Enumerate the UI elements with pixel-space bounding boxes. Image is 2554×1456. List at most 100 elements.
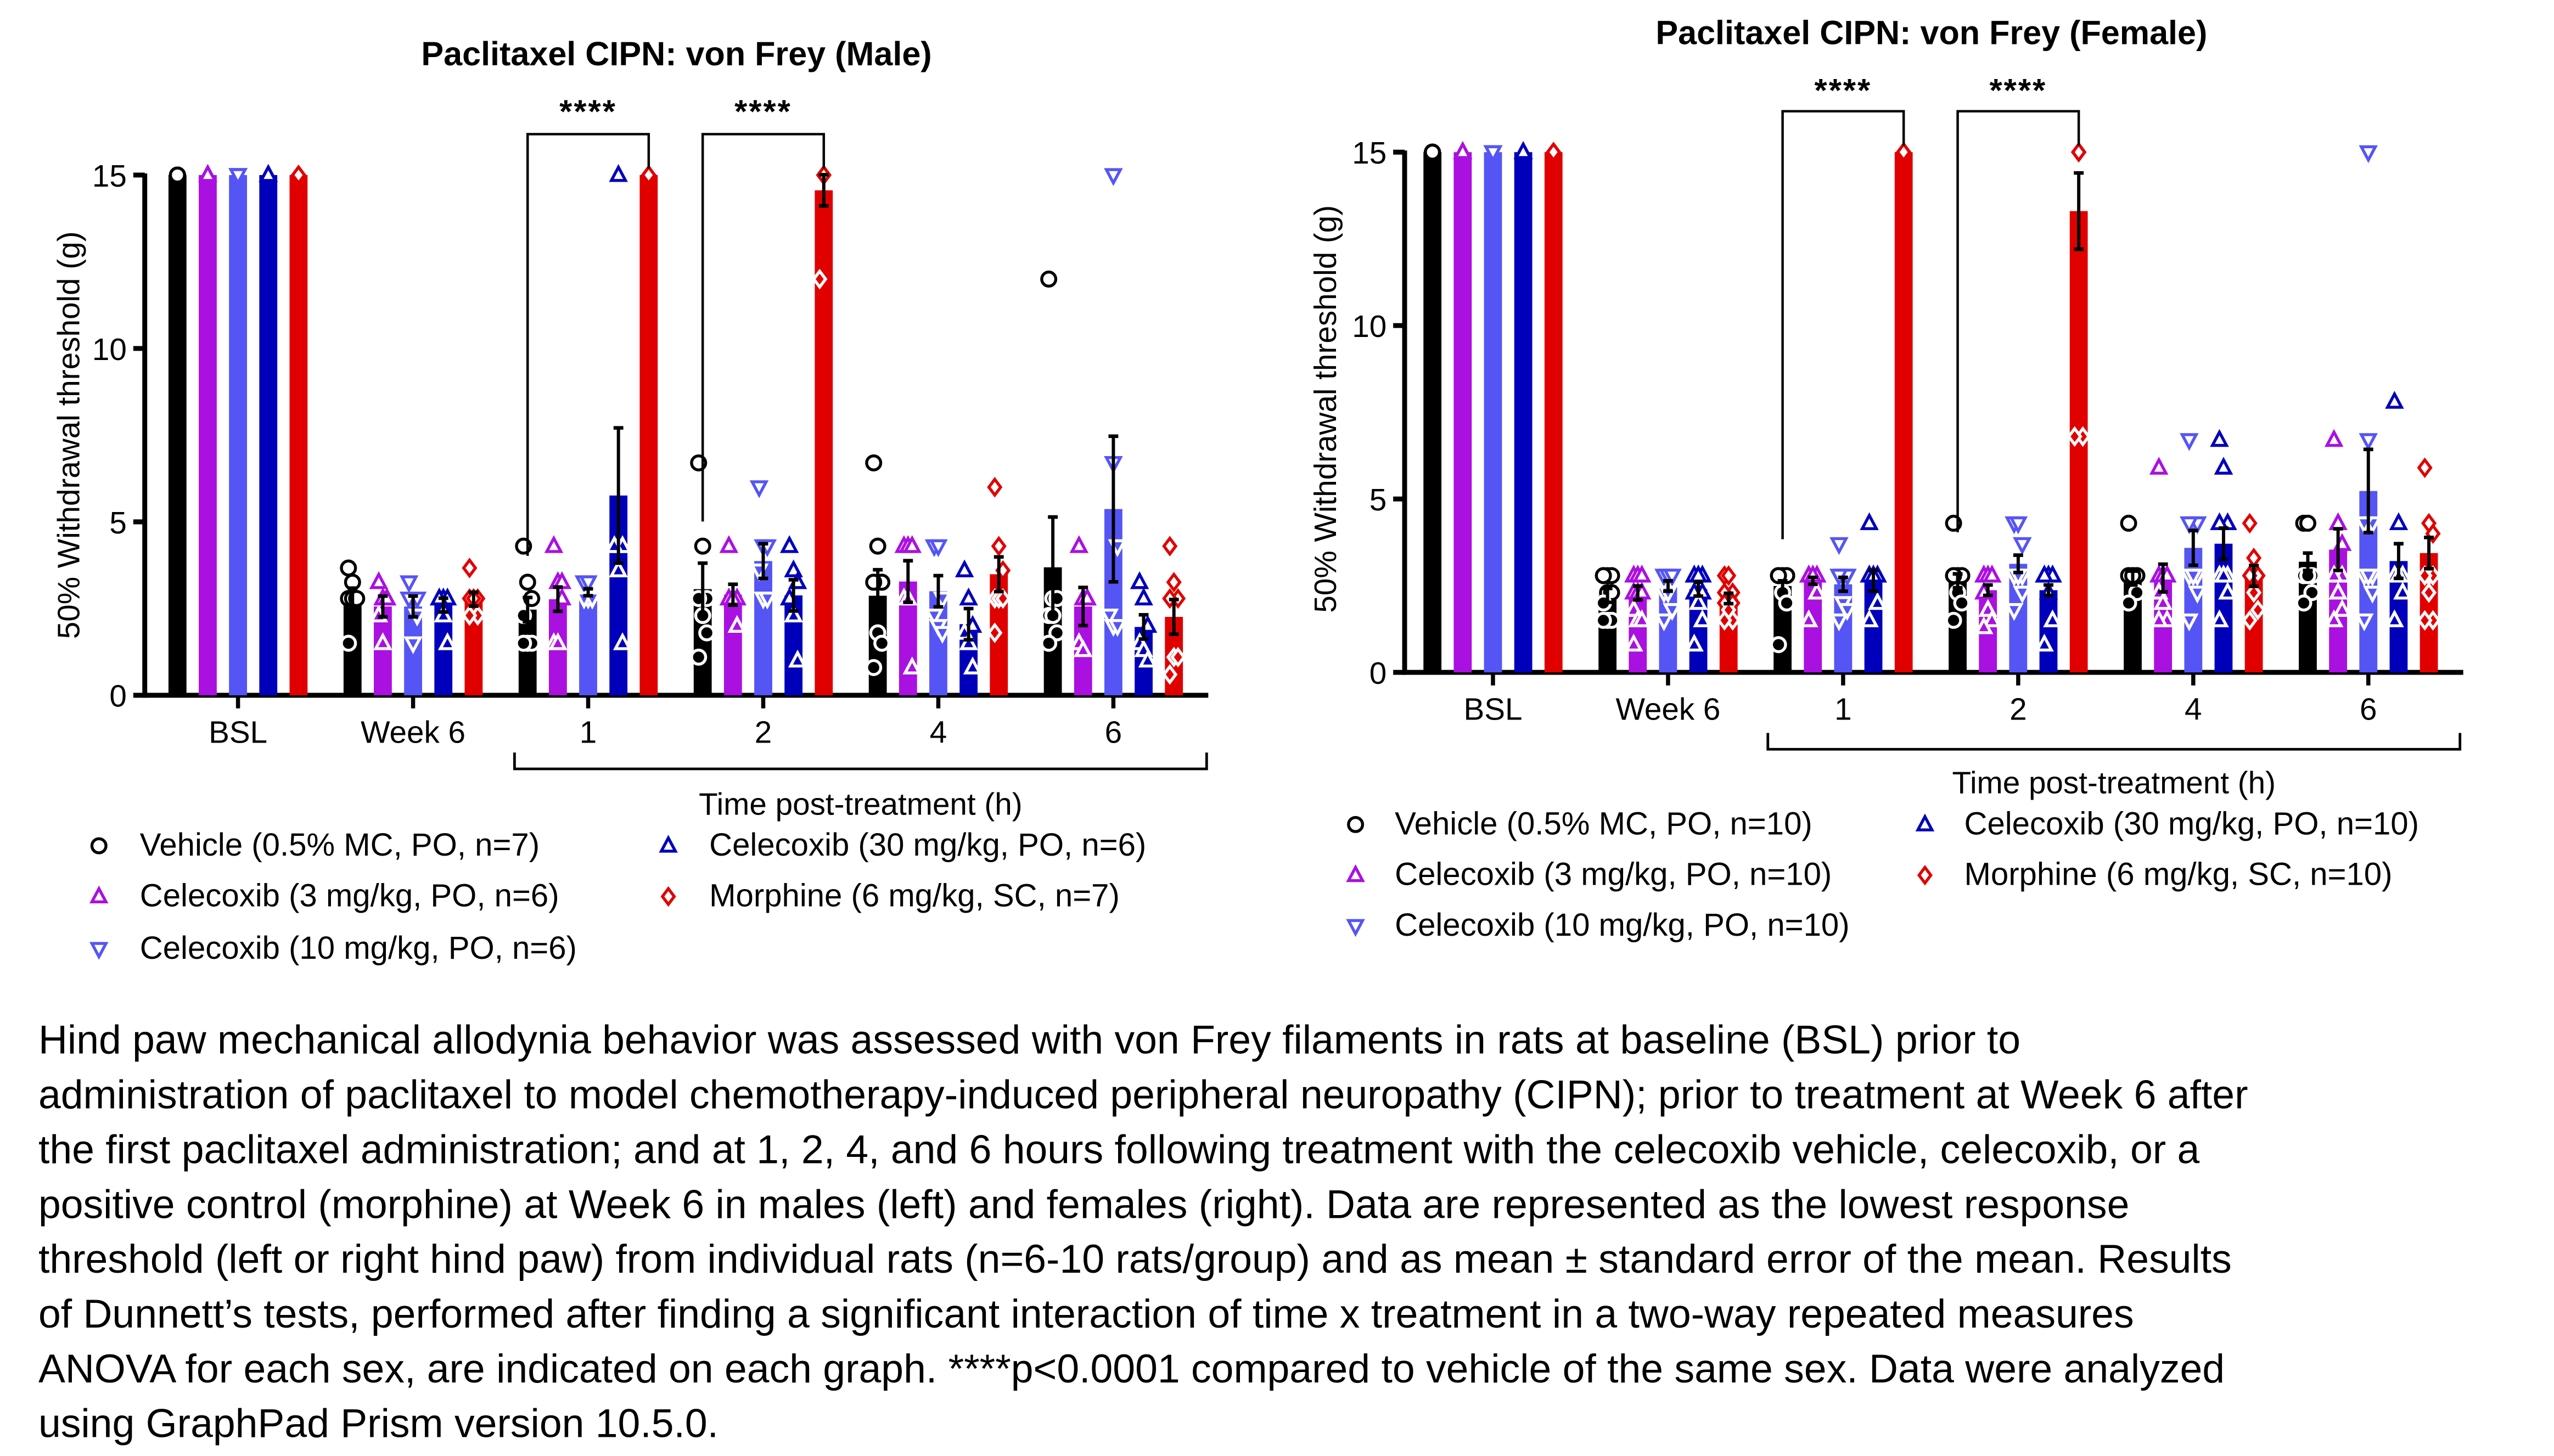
- data-point: [1663, 603, 1682, 621]
- data-point: [1663, 569, 1682, 587]
- data-point: [403, 636, 423, 655]
- data-point: [929, 539, 948, 558]
- data-point: [959, 587, 978, 606]
- legend-marker-icon: [660, 886, 676, 907]
- data-point: [1721, 565, 1737, 586]
- data-point: [579, 575, 598, 593]
- data-point: [399, 575, 419, 593]
- data-point: [1104, 168, 1123, 186]
- data-point: [2005, 603, 2024, 621]
- data-point: [1838, 603, 1857, 621]
- data-point: [2385, 391, 2404, 409]
- chart-title: Paclitaxel CIPN: von Frey (Male): [421, 35, 931, 72]
- caption-line: administration of paclitaxel to model ch…: [38, 1072, 2248, 1117]
- data-point: [1483, 145, 1503, 164]
- x-tick-label: BSL: [209, 715, 267, 750]
- y-tick-label: 0: [109, 679, 127, 714]
- data-point: [2362, 586, 2382, 604]
- significance-label: ****: [1989, 72, 2047, 109]
- bar: [229, 175, 248, 695]
- data-point: [2299, 514, 2316, 532]
- x-tick-label: 4: [930, 715, 947, 750]
- data-point: [2071, 142, 2087, 163]
- data-point: [2355, 613, 2374, 632]
- data-point: [727, 615, 747, 633]
- data-point: [1778, 594, 1795, 612]
- data-point: [1624, 633, 1643, 652]
- y-tick-label: 10: [1352, 310, 1387, 344]
- bar: [1453, 152, 1472, 673]
- bar: [518, 609, 537, 695]
- data-point: [694, 537, 711, 555]
- data-point: [2043, 609, 2062, 627]
- x-tick-label: BSL: [1463, 693, 1522, 727]
- data-point: [757, 592, 777, 610]
- data-point: [259, 164, 278, 182]
- data-point: [1807, 581, 1827, 600]
- significance-bracket: [1956, 110, 2080, 532]
- data-point: [987, 622, 1003, 643]
- data-point: [690, 648, 708, 666]
- data-point: [198, 164, 217, 182]
- y-tick-label: 0: [1369, 656, 1387, 691]
- data-point: [1162, 536, 1178, 556]
- caption-line: using GraphPad Prism version 10.5.0.: [38, 1401, 719, 1446]
- data-point: [1170, 647, 1186, 668]
- data-point: [869, 537, 886, 555]
- data-point: [2328, 512, 2348, 530]
- legend-item: Celecoxib (30 mg/kg, PO, n=10): [1915, 806, 2419, 841]
- caption-line: the first paclitaxel administration; and…: [38, 1127, 2200, 1172]
- data-point: [1595, 611, 1612, 629]
- data-point: [228, 168, 248, 186]
- data-point: [902, 656, 922, 674]
- data-point: [373, 632, 392, 650]
- data-point: [609, 559, 628, 577]
- data-point: [2324, 609, 2344, 627]
- data-point: [2187, 586, 2207, 604]
- y-tick-label: 10: [92, 333, 127, 367]
- data-point: [2180, 613, 2199, 632]
- data-point: [924, 609, 944, 627]
- bar: [2214, 543, 2233, 673]
- bar: [1484, 152, 1502, 673]
- x-tick-label: Week 6: [1615, 693, 1720, 727]
- data-point: [1108, 619, 1127, 637]
- data-point: [2210, 429, 2229, 447]
- data-point: [462, 605, 478, 626]
- data-point: [2324, 429, 2344, 447]
- data-point: [749, 480, 769, 498]
- data-point: [437, 632, 457, 650]
- data-point: [698, 624, 716, 642]
- data-point: [515, 634, 532, 652]
- x-tick-label: 1: [1834, 693, 1852, 727]
- data-point: [963, 656, 983, 674]
- legend-item: Celecoxib (3 mg/kg, PO, n=6): [89, 878, 559, 913]
- data-point: [2183, 569, 2203, 587]
- data-point: [544, 535, 564, 553]
- data-point: [1953, 594, 1971, 612]
- bar: [289, 175, 308, 695]
- data-point: [2149, 609, 2169, 627]
- data-point: [1716, 610, 1732, 631]
- data-point: [873, 634, 891, 652]
- caption-line: of Dunnett’s tests, performed after find…: [38, 1291, 2134, 1336]
- legend-label: Celecoxib (3 mg/kg, PO, n=6): [140, 878, 559, 913]
- legend-marker-icon: [89, 885, 109, 904]
- legend-item: Celecoxib (30 mg/kg, PO, n=6): [659, 827, 1146, 863]
- data-point: [2359, 569, 2378, 587]
- data-point: [1974, 616, 1994, 634]
- data-point: [2417, 610, 2433, 631]
- caption-line: threshold (left or right hind paw) from …: [38, 1236, 2232, 1281]
- legend-marker-icon: [1917, 865, 1933, 886]
- data-point: [812, 268, 828, 290]
- data-point: [2393, 581, 2412, 600]
- legend-marker-icon: [1347, 816, 1365, 833]
- bar: [1544, 152, 1563, 673]
- data-point: [1130, 571, 1149, 589]
- chart-title: Paclitaxel CIPN: von Frey (Female): [1655, 14, 2207, 51]
- data-point: [2246, 582, 2262, 603]
- legend-label: Celecoxib (3 mg/kg, PO, n=10): [1395, 857, 1832, 892]
- data-point: [1896, 142, 1912, 163]
- data-point: [2013, 586, 2032, 604]
- data-point: [1685, 633, 1704, 652]
